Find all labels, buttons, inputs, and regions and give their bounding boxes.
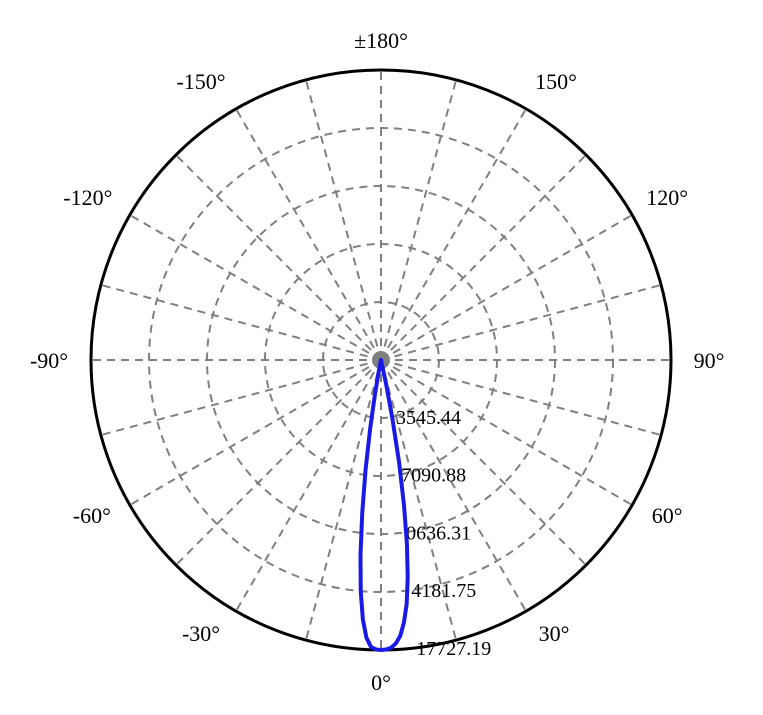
grid-spoke — [381, 155, 586, 360]
grid-spoke — [101, 360, 381, 435]
angle-label: 0° — [371, 670, 391, 695]
radial-tick-label: 3545.44 — [396, 407, 461, 429]
angle-label: -120° — [63, 185, 112, 210]
angle-label: 120° — [646, 185, 688, 210]
radial-tick-labels: 3545.44 7090.88 0636.31 4181.75 17727.19 — [396, 407, 491, 660]
angle-label: 150° — [535, 69, 577, 94]
angle-label: 60° — [652, 503, 683, 528]
grid-spoke — [101, 285, 381, 360]
grid-spoke — [176, 360, 381, 565]
data-series — [360, 360, 407, 650]
grid-spoke — [306, 360, 381, 640]
grid-spoke — [176, 155, 381, 360]
angle-label: -60° — [73, 503, 111, 528]
angle-label: 90° — [694, 348, 725, 373]
grid-spoke — [381, 80, 456, 360]
angle-label: 30° — [539, 621, 570, 646]
grid-spoke — [381, 109, 526, 360]
radial-tick-label: 7090.88 — [401, 465, 466, 487]
grid-spoke — [130, 215, 381, 360]
angle-label: -30° — [182, 621, 220, 646]
radial-tick-label: 0636.31 — [406, 522, 471, 544]
grid-spoke — [236, 109, 381, 360]
grid-spoke — [130, 360, 381, 505]
angle-label: -90° — [30, 348, 68, 373]
grid-spoke — [381, 285, 661, 360]
radial-tick-label: 17727.19 — [416, 638, 491, 660]
angle-label: ±180° — [354, 28, 408, 53]
radial-tick-label: 4181.75 — [411, 580, 476, 602]
polar-chart: 0° 30° 60° 90° 120° 150° ±180° -150° -120° -90° -6… — [0, 0, 763, 715]
angle-label: -150° — [176, 69, 225, 94]
grid-spoke — [381, 215, 632, 360]
grid-spoke — [306, 80, 381, 360]
